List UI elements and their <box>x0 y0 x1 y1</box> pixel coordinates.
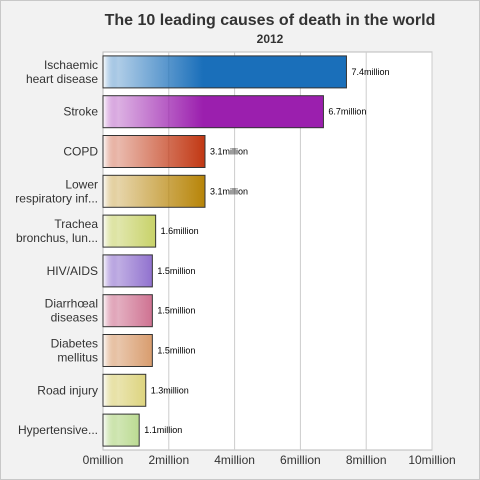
bar[interactable] <box>102 95 324 129</box>
category-label: Diarrhœal <box>45 297 98 311</box>
data-label: 1.5million <box>157 306 195 316</box>
bar[interactable] <box>102 373 147 407</box>
data-label: 3.1million <box>210 147 248 157</box>
data-label: 7.4million <box>351 67 389 77</box>
x-tick-label: 2million <box>148 453 189 467</box>
bar[interactable] <box>102 294 153 328</box>
data-label: 1.6million <box>161 226 199 236</box>
bars: 7.4million 6.7million 3.1million 3.1million… <box>102 55 389 447</box>
x-tick-label: 4million <box>214 453 255 467</box>
data-label: 1.3million <box>151 385 189 395</box>
x-tick-labels: 0million 2million 4million 6million 8million… <box>83 453 456 467</box>
category-label: respiratory inf... <box>15 191 98 205</box>
data-label: 1.1million <box>144 425 182 435</box>
chart-subtitle: 2012 <box>256 32 284 46</box>
x-tick-label: 6million <box>280 453 321 467</box>
x-tick-label: 0million <box>83 453 124 467</box>
bar[interactable] <box>102 254 153 288</box>
data-label: 3.1million <box>210 186 248 196</box>
bar[interactable] <box>102 174 206 208</box>
category-label: Ischaemic <box>44 58 98 72</box>
category-label: Trachea <box>54 217 98 231</box>
bar[interactable] <box>102 214 157 248</box>
category-label: heart disease <box>26 72 98 86</box>
data-label: 1.5million <box>157 266 195 276</box>
chart-title: The 10 leading causes of death in the wo… <box>104 12 436 29</box>
category-label: bronchus, lun... <box>16 231 98 245</box>
category-label: mellitus <box>57 351 98 365</box>
x-tick-label: 10million <box>408 453 455 467</box>
x-tick-label: 8million <box>346 453 387 467</box>
category-label: COPD <box>63 145 98 159</box>
data-label: 6.7million <box>328 107 366 117</box>
category-label: diseases <box>51 311 98 325</box>
bar[interactable] <box>102 135 206 168</box>
data-label: 1.5million <box>157 346 195 356</box>
category-label: HIV/AIDS <box>47 264 98 278</box>
bar[interactable] <box>102 334 153 367</box>
category-label: Diabetes <box>51 337 98 351</box>
category-label: Stroke <box>63 105 98 119</box>
category-label: Hypertensive... <box>18 423 98 437</box>
category-label: Road injury <box>37 383 98 397</box>
bar[interactable] <box>102 55 347 89</box>
category-label: Lower <box>65 177 98 191</box>
bar[interactable] <box>102 413 140 447</box>
